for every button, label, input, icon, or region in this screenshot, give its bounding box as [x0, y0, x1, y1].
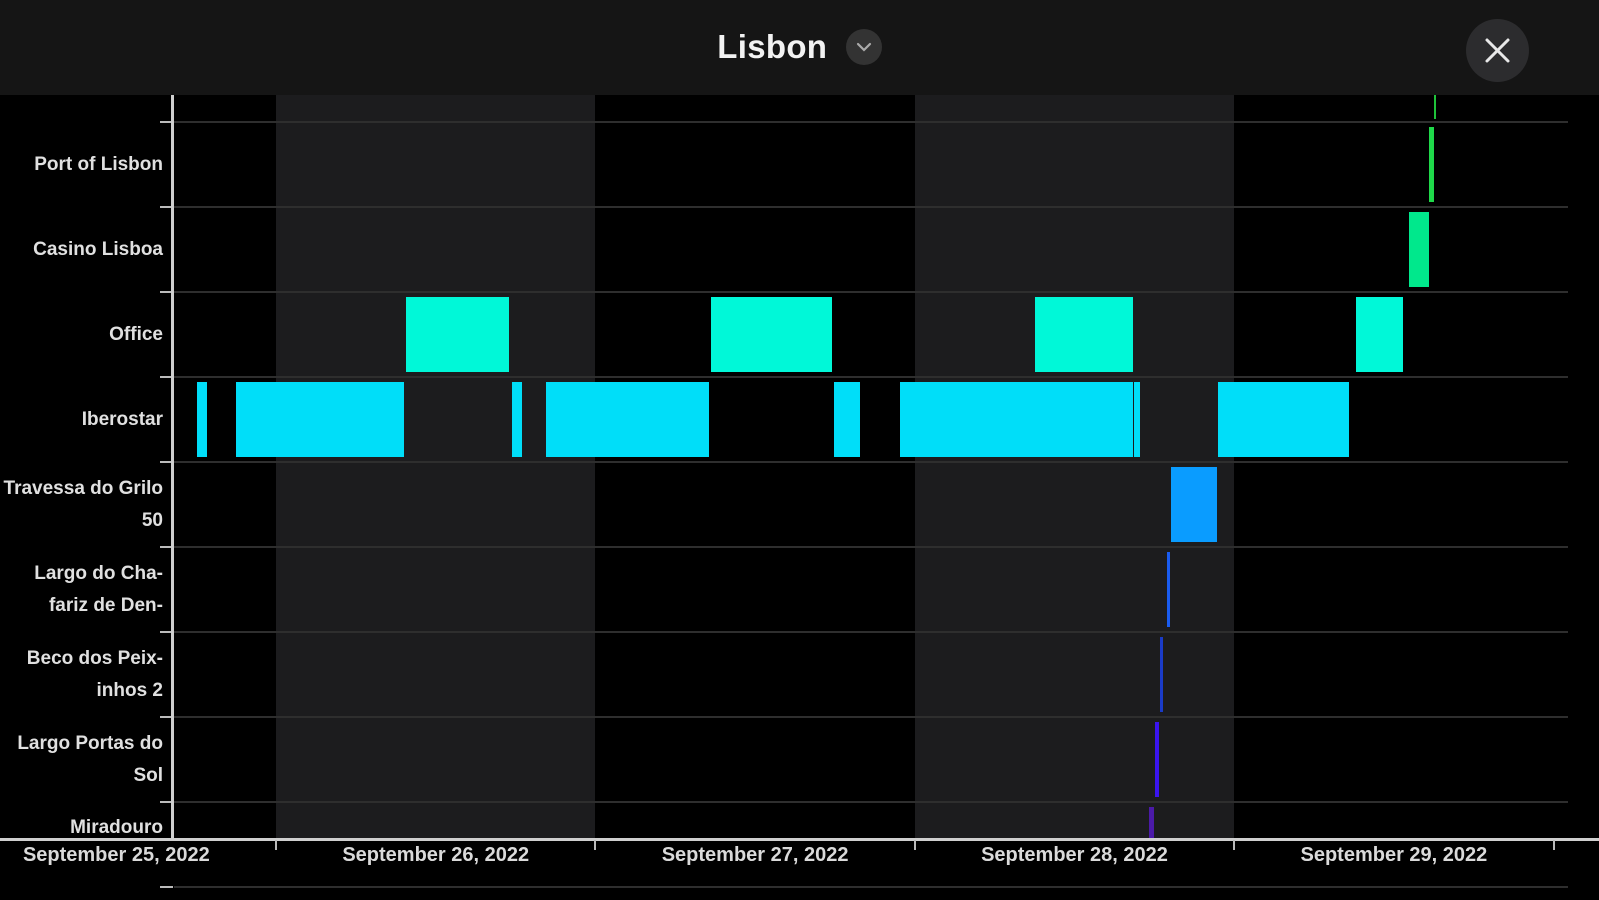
timeline-bar[interactable] [1155, 722, 1160, 797]
y-tick [160, 291, 173, 293]
timeline-bar[interactable] [236, 382, 404, 457]
timeline-bar[interactable] [406, 297, 510, 372]
y-tick [160, 461, 173, 463]
row-gridline [174, 546, 1568, 548]
header: Lisbon [0, 0, 1599, 95]
timeline-bar[interactable] [1355, 297, 1403, 372]
row-gridline [174, 121, 1568, 123]
timeline-bar[interactable] [1035, 297, 1133, 372]
row-label: Port of Lisbon [34, 153, 163, 175]
x-tick [1233, 840, 1236, 850]
row-label: Office [109, 323, 163, 345]
y-tick [160, 376, 173, 378]
y-tick [160, 206, 173, 208]
y-tick [160, 631, 173, 633]
timeline-bar[interactable] [1428, 127, 1434, 202]
row-gridline [174, 461, 1568, 463]
x-axis [0, 838, 1599, 841]
row-label: Beco dos Peix-inhos 2 [26, 647, 163, 701]
title-group: Lisbon [0, 28, 1599, 72]
timeline-bar[interactable] [1149, 807, 1154, 839]
x-tick-label: September 29, 2022 [1300, 844, 1488, 866]
page-title: Lisbon [717, 28, 828, 65]
x-tick [913, 840, 916, 850]
timeline-bar[interactable] [834, 382, 861, 457]
close-icon [1485, 38, 1510, 63]
x-tick [1552, 840, 1555, 850]
timeline-bar[interactable] [197, 382, 208, 457]
row-label: Largo Portas do Sol [17, 732, 163, 786]
y-tick [160, 546, 173, 548]
timeline-chart: Port of Lisbon Casino Lisboa Office Iberost… [0, 95, 1599, 900]
timeline-bar[interactable] [900, 382, 1133, 457]
timeline-bar[interactable] [546, 382, 710, 457]
row-gridline [174, 631, 1568, 633]
row-gridline [174, 376, 1568, 378]
row-gridline [174, 801, 1568, 803]
x-tick [594, 840, 597, 850]
timeline-bar[interactable] [1171, 467, 1217, 542]
timeline-bar[interactable] [711, 297, 833, 372]
y-tick [160, 801, 173, 803]
row-label: Casino Lisboa [33, 238, 163, 260]
row-gridline [174, 716, 1568, 718]
day-band [1234, 95, 1554, 840]
timeline-bar[interactable] [1217, 382, 1349, 457]
row-label: Iberostar [81, 408, 163, 430]
y-tick [160, 716, 173, 718]
timeline-bar[interactable] [1408, 212, 1429, 287]
row-gridline [174, 886, 1568, 888]
row-gridline [174, 291, 1568, 293]
x-tick [275, 840, 278, 850]
timeline-bar[interactable] [512, 382, 523, 457]
y-tick [160, 121, 173, 123]
location-dropdown-button[interactable] [845, 29, 882, 65]
timeline-bar[interactable] [1433, 95, 1437, 119]
y-axis [171, 95, 174, 841]
day-band [174, 95, 277, 840]
row-label: Largo do Cha-fariz de Den- [34, 562, 163, 616]
row-gridline [174, 206, 1568, 208]
row-label: Miradouro [70, 817, 163, 838]
row-label: Travessa do Grilo 50 [3, 477, 163, 531]
x-tick-label: September 28, 2022 [981, 844, 1168, 866]
close-button[interactable] [1466, 19, 1529, 82]
y-tick [160, 886, 173, 888]
x-tick-label: September 26, 2022 [342, 844, 530, 866]
day-band [595, 95, 915, 840]
chevron-down-icon [856, 42, 871, 52]
day-band [276, 95, 596, 840]
x-tick-label: September 25, 2022 [22, 844, 210, 866]
timeline-bar[interactable] [1134, 382, 1140, 457]
timeline-bar[interactable] [1166, 552, 1170, 627]
x-tick-label: September 27, 2022 [661, 844, 849, 866]
timeline-bar[interactable] [1160, 637, 1163, 712]
